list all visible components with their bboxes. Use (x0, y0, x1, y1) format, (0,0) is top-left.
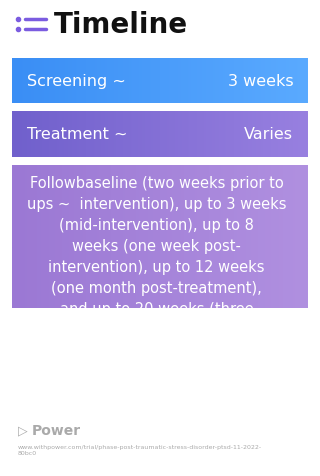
Text: Followbaseline (two weeks prior to
ups ~  intervention), up to 3 weeks
(mid-inte: Followbaseline (two weeks prior to ups ~… (27, 175, 286, 337)
Text: 3 weeks: 3 weeks (228, 74, 293, 89)
Text: Power: Power (32, 423, 81, 437)
Text: Varies: Varies (244, 127, 293, 142)
Text: Screening ~: Screening ~ (27, 74, 126, 89)
Text: Treatment ~: Treatment ~ (27, 127, 127, 142)
Text: Timeline: Timeline (54, 11, 188, 39)
Text: ▷: ▷ (18, 424, 28, 436)
Text: www.withpower.com/trial/phase-post-traumatic-stress-disorder-ptsd-11-2022-
80bc0: www.withpower.com/trial/phase-post-traum… (18, 444, 262, 455)
